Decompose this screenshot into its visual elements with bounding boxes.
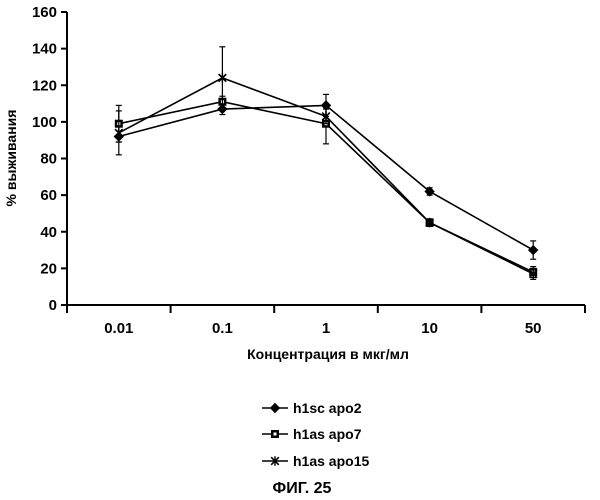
y-tick-label: 60: [40, 187, 57, 204]
legend-label: h1sc apo2: [293, 400, 362, 416]
legend-marker: [272, 431, 279, 438]
legend-item: h1as apo7: [262, 426, 362, 442]
y-tick-label: 80: [40, 151, 57, 168]
y-tick-label: 120: [32, 77, 57, 94]
y-tick-label: 160: [32, 4, 57, 21]
y-tick-label: 40: [40, 224, 57, 241]
series-3: [115, 47, 537, 280]
legend-label: h1as apo7: [293, 426, 362, 442]
y-tick-label: 100: [32, 114, 57, 131]
legend: h1sc apo2 h1as apo7 h1as apo15: [262, 400, 369, 469]
y-tick-label: 0: [49, 297, 57, 314]
y-ticks: 0 20 40 60 80 100 120 140 160: [32, 4, 67, 314]
figure-label: ФИГ. 25: [273, 480, 332, 497]
data-point: [115, 128, 123, 138]
y-tick-label: 140: [32, 41, 57, 58]
y-tick-label: 20: [40, 260, 57, 277]
data-point: [529, 246, 538, 255]
x-tick-label: 0.01: [104, 320, 133, 337]
x-tick-label: 10: [421, 320, 438, 337]
legend-label: h1as apo15: [293, 453, 369, 469]
legend-marker: [271, 404, 280, 413]
x-ticks: 0.01 0.1 1 10 50: [67, 305, 585, 337]
legend-item: h1as apo15: [262, 453, 369, 469]
legend-item: h1sc apo2: [262, 400, 362, 416]
x-tick-label: 50: [525, 320, 542, 337]
data-point: [219, 73, 227, 83]
series-group: [114, 47, 537, 280]
y-axis-title: % выживания: [3, 110, 19, 207]
x-tick-label: 1: [322, 320, 330, 337]
x-axis-title: Концентрация в мкг/мл: [247, 346, 409, 362]
x-tick-label: 0.1: [212, 320, 233, 337]
